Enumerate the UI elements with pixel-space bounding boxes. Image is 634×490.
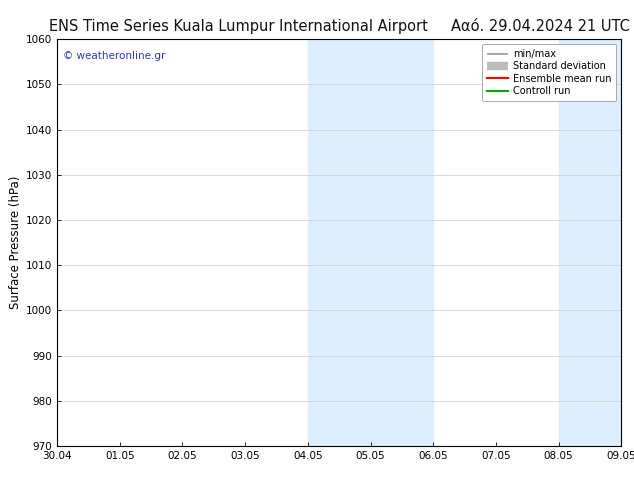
Text: © weatheronline.gr: © weatheronline.gr	[63, 51, 165, 61]
Y-axis label: Surface Pressure (hPa): Surface Pressure (hPa)	[9, 176, 22, 309]
Bar	[559, 39, 621, 446]
Legend: min/max, Standard deviation, Ensemble mean run, Controll run: min/max, Standard deviation, Ensemble me…	[482, 44, 616, 101]
Title: ENS Time Series Kuala Lumpur International Airport     Ααό. 29.04.2024 21 UTC: ENS Time Series Kuala Lumpur Internation…	[49, 18, 630, 34]
Bar	[370, 39, 433, 446]
Bar	[308, 39, 370, 446]
